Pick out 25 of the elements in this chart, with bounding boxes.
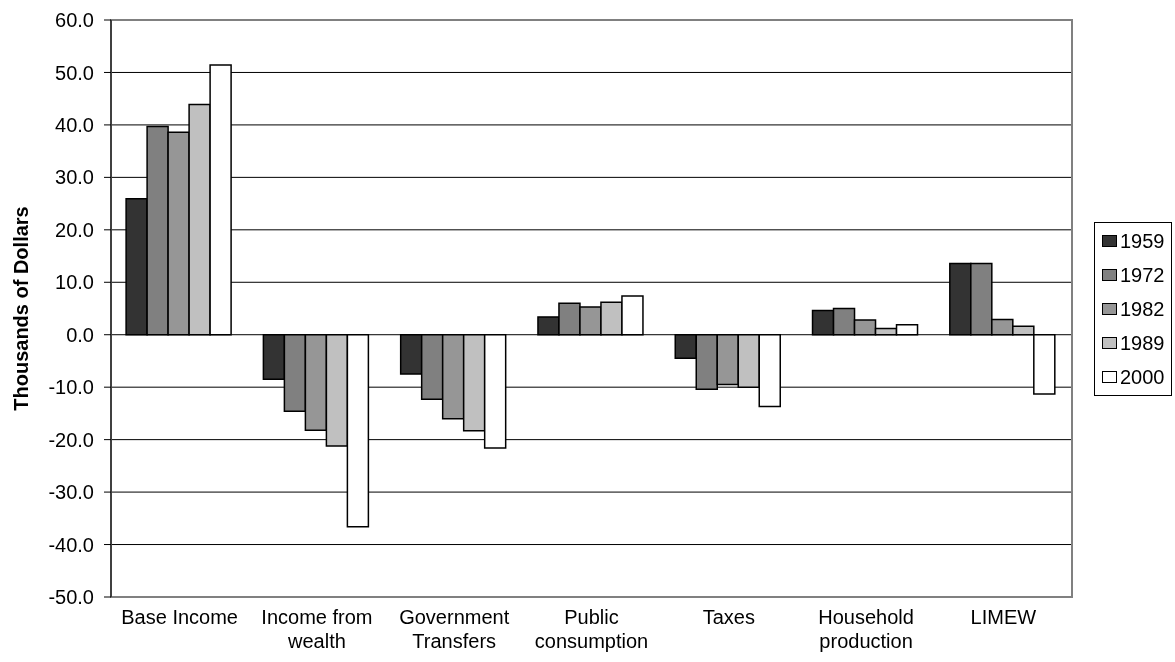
legend-label: 1972: [1120, 263, 1165, 288]
y-tick-label: 40.0: [55, 114, 94, 137]
y-tick-label: -50.0: [48, 586, 94, 609]
y-axis-title: Thousands of Dollars: [10, 206, 32, 411]
legend-label: 2000: [1120, 365, 1165, 390]
x-tick-label: Taxes: [702, 606, 755, 628]
x-tick-label: LIMEW: [970, 606, 1037, 628]
legend-label: 1982: [1120, 297, 1165, 322]
y-tick-label: -20.0: [48, 428, 94, 451]
x-tick-label: Income from wealth: [261, 606, 373, 652]
y-tick-label: -30.0: [48, 481, 94, 504]
legend-label: 1989: [1120, 331, 1165, 356]
y-tick-label: 60.0: [55, 9, 94, 32]
y-tick-label: -10.0: [48, 376, 94, 399]
legend-label: 1959: [1120, 229, 1165, 254]
y-tick-label: 0.0: [66, 323, 94, 346]
y-tick-label: -40.0: [48, 533, 94, 556]
y-tick-label: 50.0: [55, 61, 94, 84]
y-tick-label: 10.0: [55, 271, 94, 294]
y-tick-label: 30.0: [55, 166, 94, 189]
x-tick-label: Household production: [818, 606, 914, 652]
x-tick-label: Public consumption: [534, 606, 649, 652]
x-tick-label: Government Transfers: [399, 606, 510, 652]
x-tick-label: Base Income: [121, 606, 239, 628]
y-tick-label: 20.0: [55, 218, 94, 241]
